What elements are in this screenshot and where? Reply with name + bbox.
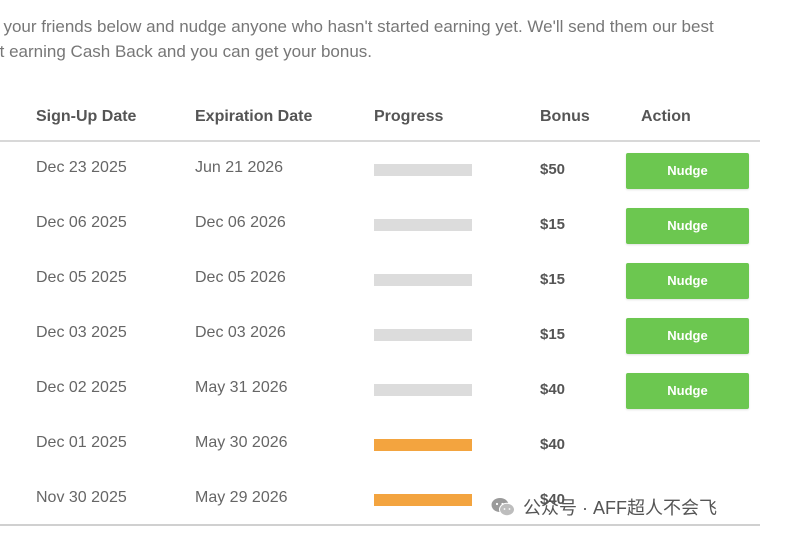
progress-bar-fill (374, 494, 472, 506)
intro-line-2: rt earning Cash Back and you can get you… (0, 42, 373, 61)
progress-bar (374, 494, 472, 506)
signup-date: Dec 06 2025 (36, 214, 127, 231)
nudge-button[interactable]: Nudge (626, 263, 749, 299)
table-row: Dec 05 2025 Dec 05 2026 $15 Nudge (0, 252, 760, 307)
nudge-button[interactable]: Nudge (626, 208, 749, 244)
progress-bar (374, 384, 472, 396)
header-action: Action (641, 108, 691, 125)
bonus-amount: $40 (540, 381, 566, 398)
progress-bar (374, 274, 472, 286)
nudge-button[interactable]: Nudge (626, 318, 749, 354)
header-expiration-date: Expiration Date (195, 108, 313, 125)
bonus-amount: $50 (540, 161, 566, 178)
header-progress: Progress (374, 108, 444, 125)
signup-date: Dec 02 2025 (36, 379, 127, 396)
expiration-date: Dec 03 2026 (195, 324, 286, 341)
bonus-amount: $40 (540, 436, 566, 453)
signup-date: Nov 30 2025 (36, 489, 127, 506)
expiration-date: May 30 2026 (195, 434, 288, 451)
wechat-icon (491, 498, 515, 517)
signup-date: Dec 01 2025 (36, 434, 127, 451)
bonus-amount: $40 (540, 491, 566, 508)
signup-date: Dec 05 2025 (36, 269, 127, 286)
nudge-button[interactable]: Nudge (626, 373, 749, 409)
signup-date: Dec 23 2025 (36, 159, 127, 176)
bonus-amount: $15 (540, 326, 566, 343)
expiration-date: May 29 2026 (195, 489, 288, 506)
signup-date: Dec 03 2025 (36, 324, 127, 341)
progress-bar (374, 219, 472, 231)
table-row: Dec 01 2025 May 30 2026 $40 (0, 417, 760, 472)
watermark-text: 公众号 · AFF超人不会飞 (523, 498, 717, 518)
nudge-button[interactable]: Nudge (626, 153, 749, 189)
table-row: Dec 23 2025 Jun 21 2026 $50 Nudge (0, 142, 760, 197)
table-row: Nov 30 2025 May 29 2026 $40 (0, 472, 760, 527)
referrals-table: Sign-Up Date Expiration Date Progress Bo… (0, 95, 760, 527)
header-bonus: Bonus (540, 108, 590, 125)
table-row: Dec 02 2025 May 31 2026 $40 Nudge (0, 362, 760, 417)
bonus-amount: $15 (540, 216, 566, 233)
table-bottom-divider (0, 524, 760, 526)
table-row: Dec 03 2025 Dec 03 2026 $15 Nudge (0, 307, 760, 362)
bonus-amount: $15 (540, 271, 566, 288)
expiration-date: Jun 21 2026 (195, 159, 284, 176)
intro-text: f your friends below and nudge anyone wh… (0, 14, 774, 64)
progress-bar (374, 329, 472, 341)
table-row: Dec 06 2025 Dec 06 2026 $15 Nudge (0, 197, 760, 252)
watermark: 公众号 · AFF超人不会飞 (491, 494, 717, 520)
header-signup-date: Sign-Up Date (36, 108, 137, 125)
progress-bar (374, 439, 472, 451)
intro-line-1: f your friends below and nudge anyone wh… (0, 17, 714, 36)
expiration-date: May 31 2026 (195, 379, 288, 396)
table-body: Dec 23 2025 Jun 21 2026 $50 Nudge Dec 06 202… (0, 142, 760, 527)
expiration-date: Dec 05 2026 (195, 269, 286, 286)
table-header: Sign-Up Date Expiration Date Progress Bo… (0, 95, 760, 142)
expiration-date: Dec 06 2026 (195, 214, 286, 231)
progress-bar (374, 164, 472, 176)
progress-bar-fill (374, 439, 472, 451)
